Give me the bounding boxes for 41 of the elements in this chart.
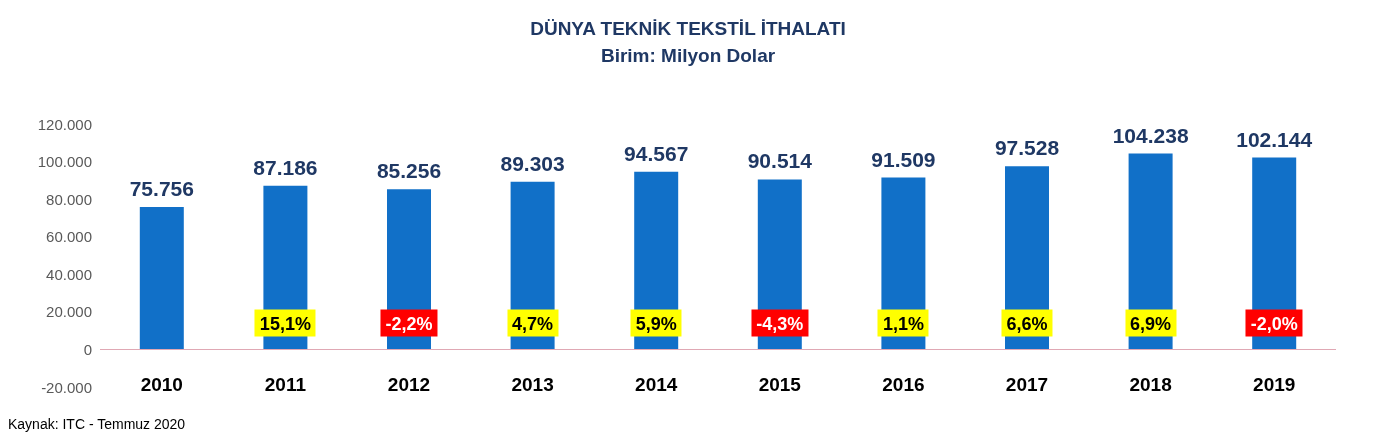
x-tick-label: 2017 xyxy=(1005,374,1049,395)
annotation: 6,9% xyxy=(1125,309,1177,337)
annotation: 6,6% xyxy=(1001,309,1053,337)
x-tick-label: 2011 xyxy=(264,374,307,395)
x-tick-label: 2015 xyxy=(758,374,802,395)
x-tick-label: 2013 xyxy=(511,374,554,395)
x-tick-label: 2014 xyxy=(635,374,678,395)
text: Kaynak: ITC - Temmuz 2020 xyxy=(8,416,186,432)
y-tick-label: 120.000 xyxy=(37,115,92,133)
data-label: 91.509 xyxy=(871,147,936,171)
annotation: 1,1% xyxy=(877,309,929,337)
annotation: -2,0% xyxy=(1245,309,1303,337)
data-label: 87.186 xyxy=(253,155,318,179)
y-tick-label: 80.000 xyxy=(46,190,92,208)
data-label: 102.144 xyxy=(1236,127,1313,151)
annotation: -2,2% xyxy=(380,309,438,337)
data-label: 75.756 xyxy=(129,177,194,201)
annotation: 4,7% xyxy=(507,309,559,337)
data-label: 90.514 xyxy=(747,149,813,173)
y-tick-label: 60.000 xyxy=(46,228,92,246)
data-label: 97.528 xyxy=(994,136,1060,160)
y-tick-label: 40.000 xyxy=(46,265,92,283)
annotation: -4,3% xyxy=(751,309,809,337)
x-tick-label: 2016 xyxy=(882,374,925,395)
y-tick-label: 0 xyxy=(83,340,92,358)
data-label: 94.567 xyxy=(624,141,689,165)
x-tick-label: 2012 xyxy=(387,374,431,395)
data-label: 89.303 xyxy=(500,151,565,175)
annotation: 15,1% xyxy=(254,309,316,337)
chart-subtitle: Birim: Milyon Dolar xyxy=(600,45,776,66)
x-tick-label: 2019 xyxy=(1253,374,1296,395)
x-tick-label: 2010 xyxy=(140,374,183,395)
y-tick-label: 100.000 xyxy=(37,153,92,171)
bar xyxy=(139,207,184,350)
x-tick-label: 2018 xyxy=(1129,374,1172,395)
annotation: 5,9% xyxy=(630,309,682,337)
data-label: 104.238 xyxy=(1112,123,1189,147)
chart-title: DÜNYA TEKNİK TEKSTİL İTHALATI xyxy=(530,18,846,39)
data-label: 85.256 xyxy=(376,159,442,183)
y-tick-label: -20.000 xyxy=(41,378,92,396)
y-tick-label: 20.000 xyxy=(46,303,92,321)
